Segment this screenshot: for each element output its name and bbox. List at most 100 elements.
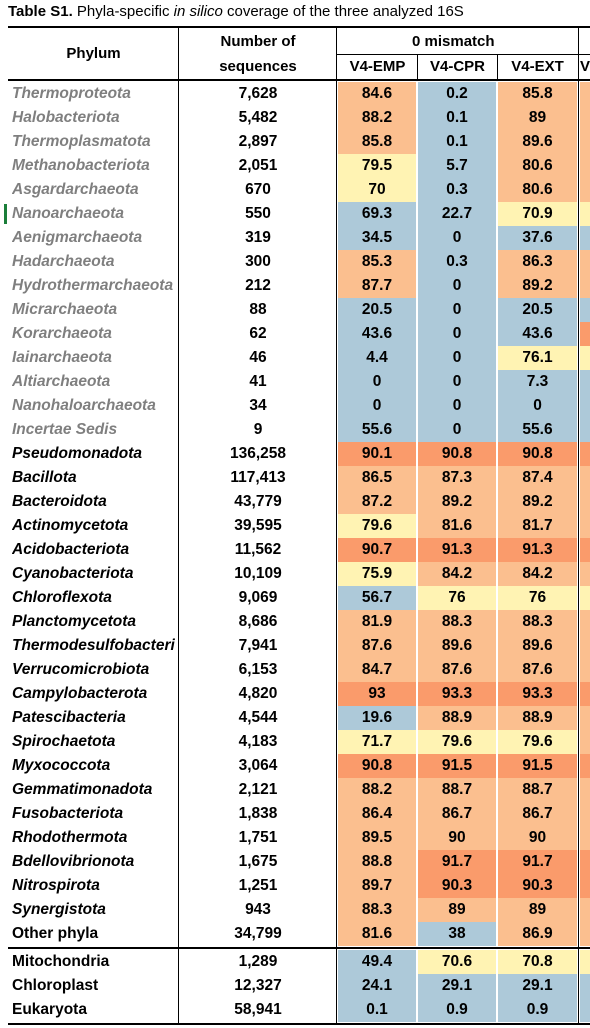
v4-cpr-cell: 90.3	[418, 874, 497, 898]
table-row: Cyanobacteriota 10,109 75.9 84.2 84.2	[0, 562, 590, 586]
phylum-cell: Iainarchaeota	[12, 349, 112, 366]
partial-column-cell	[580, 250, 590, 274]
phylum-cell: Nitrospirota	[12, 877, 100, 894]
header-number-line2: sequences	[219, 58, 297, 75]
v4-ext-cell: 0	[498, 394, 577, 418]
v4-cpr-cell: 91.3	[418, 538, 497, 562]
v4-emp-cell: 88.8	[338, 850, 417, 874]
v4-ext-cell: 90.3	[498, 874, 577, 898]
v4-emp-cell: 75.9	[338, 562, 417, 586]
table-row: Chloroflexota 9,069 56.7 76 76	[0, 586, 590, 610]
partial-column-cell	[580, 202, 590, 226]
table-row: Micrarchaeota 88 20.5 0 20.5	[0, 298, 590, 322]
phylum-cell: Spirochaetota	[12, 733, 116, 750]
v4-cpr-cell: 76	[418, 586, 497, 610]
v4-ext-cell: 87.4	[498, 466, 577, 490]
caption-text-1: Phyla-specific	[72, 3, 174, 20]
v4-cpr-cell: 0.3	[418, 178, 497, 202]
v4-emp-cell: 56.7	[338, 586, 417, 610]
header-v4-cpr: V4-CPR	[429, 58, 485, 75]
table-row: Actinomycetota 39,595 79.6 81.6 81.7	[0, 514, 590, 538]
sequence-count-cell: 6,153	[238, 661, 278, 678]
v4-cpr-cell: 0	[418, 322, 497, 346]
sequence-count-cell: 12,327	[234, 977, 282, 994]
v4-ext-cell: 90.8	[498, 442, 577, 466]
v4-emp-cell: 70	[338, 178, 417, 202]
v4-emp-cell: 0.1	[338, 998, 417, 1022]
phylum-cell: Chloroflexota	[12, 589, 112, 606]
v4-cpr-cell: 79.6	[418, 730, 497, 754]
v4-cpr-cell: 90	[418, 826, 497, 850]
v4-cpr-cell: 84.2	[418, 562, 497, 586]
phylum-cell: Acidobacteriota	[12, 541, 130, 558]
sequence-count-cell: 41	[249, 373, 267, 390]
table-row: Korarchaeota 62 43.6 0 43.6	[0, 322, 590, 346]
v4-emp-cell: 89.5	[338, 826, 417, 850]
phylum-cell: Bdellovibrionota	[12, 853, 135, 870]
sequence-count-cell: 117,413	[230, 469, 286, 486]
phylum-cell: Verrucomicrobiota	[12, 661, 150, 678]
v4-cpr-cell: 0.9	[418, 998, 497, 1022]
v4-ext-cell: 91.7	[498, 850, 577, 874]
v4-ext-cell: 91.3	[498, 538, 577, 562]
partial-column-cell	[580, 850, 590, 874]
table-row: Gemmatimonadota 2,121 88.2 88.7 88.7	[0, 778, 590, 802]
v4-emp-cell: 0	[338, 370, 417, 394]
table-row: Verrucomicrobiota 6,153 84.7 87.6 87.6	[0, 658, 590, 682]
v4-cpr-cell: 90.8	[418, 442, 497, 466]
sequence-count-cell: 2,897	[238, 133, 278, 150]
partial-column-cell	[580, 370, 590, 394]
phylum-cell: Incertae Sedis	[12, 421, 118, 438]
partial-column-cell	[580, 634, 590, 658]
header-divider	[578, 28, 579, 80]
partial-column-cell	[580, 754, 590, 778]
v4-cpr-cell: 88.3	[418, 610, 497, 634]
phylum-cell: Methanobacteriota	[12, 157, 150, 174]
phylum-cell: Bacillota	[12, 469, 77, 486]
v4-ext-cell: 79.6	[498, 730, 577, 754]
sequence-count-cell: 11,562	[234, 541, 282, 558]
sequence-count-cell: 88	[249, 301, 267, 318]
phylum-cell: Halobacteriota	[12, 109, 120, 126]
header-divider	[417, 54, 418, 80]
v4-cpr-cell: 0.2	[418, 82, 497, 106]
v4-cpr-cell: 93.3	[418, 682, 497, 706]
header-divider	[178, 28, 179, 80]
table-row: Myxococcota 3,064 90.8 91.5 91.5	[0, 754, 590, 778]
table-row: Nanoarchaeota 550 69.3 22.7 70.9	[0, 202, 590, 226]
v4-cpr-cell: 91.5	[418, 754, 497, 778]
v4-ext-cell: 20.5	[498, 298, 577, 322]
v4-emp-cell: 86.4	[338, 802, 417, 826]
partial-column-cell	[580, 106, 590, 130]
sequence-count-cell: 62	[249, 325, 267, 342]
table-row: Mitochondria 1,289 49.4 70.6 70.8	[0, 950, 590, 974]
v4-cpr-cell: 0	[418, 274, 497, 298]
table-row: Nitrospirota 1,251 89.7 90.3 90.3	[0, 874, 590, 898]
v4-emp-cell: 24.1	[338, 974, 417, 998]
sequence-count-cell: 1,675	[238, 853, 278, 870]
v4-ext-cell: 81.7	[498, 514, 577, 538]
v4-ext-cell: 88.9	[498, 706, 577, 730]
v4-ext-cell: 88.7	[498, 778, 577, 802]
v4-emp-cell: 88.3	[338, 898, 417, 922]
v4-ext-cell: 43.6	[498, 322, 577, 346]
table-row: Patescibacteria 4,544 19.6 88.9 88.9	[0, 706, 590, 730]
partial-column-cell	[580, 778, 590, 802]
v4-emp-cell: 19.6	[338, 706, 417, 730]
sequence-count-cell: 5,482	[238, 109, 278, 126]
sequence-count-cell: 4,544	[238, 709, 278, 726]
table-row: Halobacteriota 5,482 88.2 0.1 89	[0, 106, 590, 130]
v4-cpr-cell: 89	[418, 898, 497, 922]
table-row: Other phyla 34,799 81.6 38 86.9	[0, 922, 590, 946]
partial-column-cell	[580, 154, 590, 178]
table-row: Eukaryota 58,941 0.1 0.9 0.9	[0, 998, 590, 1022]
partial-column-cell	[580, 394, 590, 418]
v4-emp-cell: 0	[338, 394, 417, 418]
table-row: Hydrothermarchaeota 212 87.7 0 89.2	[0, 274, 590, 298]
header-v4-ext: V4-EXT	[511, 58, 564, 75]
partial-column-cell	[580, 658, 590, 682]
table-row: Hadarchaeota 300 85.3 0.3 86.3	[0, 250, 590, 274]
v4-ext-cell: 91.5	[498, 754, 577, 778]
v4-cpr-cell: 89.6	[418, 634, 497, 658]
